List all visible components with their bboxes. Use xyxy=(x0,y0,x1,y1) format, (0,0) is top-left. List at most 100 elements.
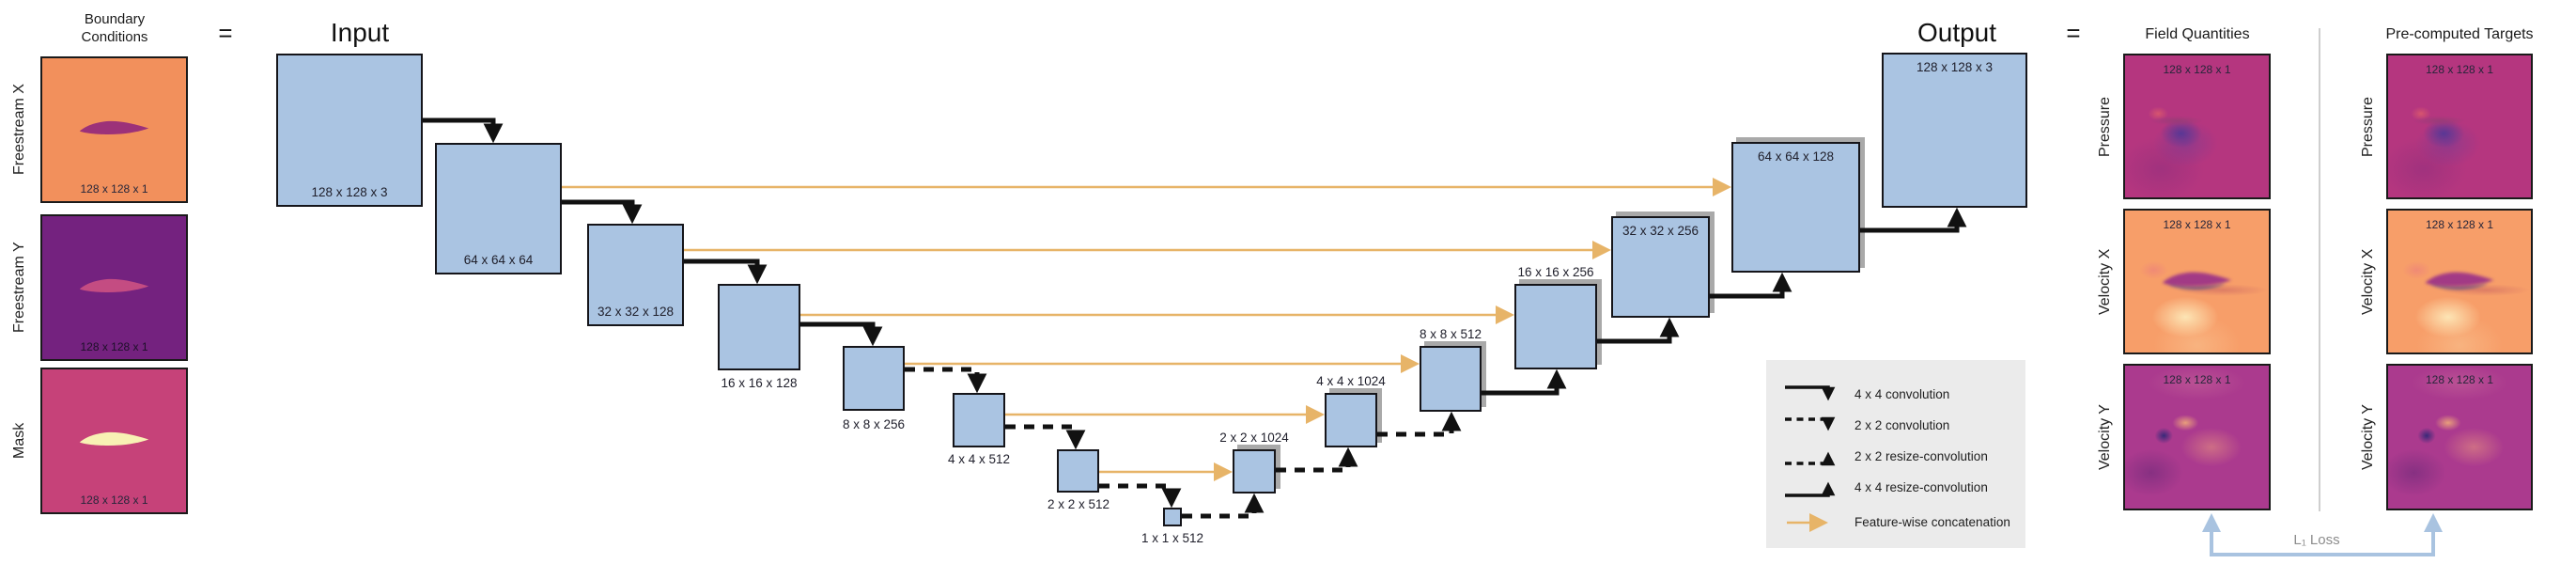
freestream-y-image: 128 x 128 x 1 xyxy=(40,214,188,361)
input-title: Input xyxy=(330,18,390,47)
velocity-y-dims: 128 x 128 x 1 xyxy=(2163,373,2231,386)
box-dims: 1 x 1 x 512 xyxy=(1141,531,1204,545)
box-dims: 64 x 64 x 128 xyxy=(1757,149,1835,164)
velocity-x-dims: 128 x 128 x 1 xyxy=(2163,218,2231,231)
encoder-box-2 xyxy=(1057,449,1099,493)
resize-arrow-32-64 xyxy=(1710,272,1792,299)
equals-sign-right: = xyxy=(2066,19,2081,47)
field-quantities-title: Field Quantities xyxy=(2145,26,2250,42)
legend-item-concat: Feature-wise concatenation xyxy=(1766,507,2025,538)
freestream-x-image: 128 x 128 x 1 xyxy=(40,56,188,203)
dashed-up-arrow-icon xyxy=(1785,451,1836,465)
box-dims: 4 x 4 x 512 xyxy=(947,452,1011,466)
decoder-box-32: 32 x 32 x 256 xyxy=(1611,216,1710,318)
resize-arrow-4-8 xyxy=(1377,411,1462,437)
decoder-box-16 xyxy=(1514,284,1597,369)
freestream-y-dims: 128 x 128 x 1 xyxy=(80,340,148,353)
box-dims: 16 x 16 x 256 xyxy=(1517,265,1594,279)
decoder-box-8 xyxy=(1420,346,1482,412)
encoder-box-4 xyxy=(953,393,1005,447)
encoder-box-1 xyxy=(1163,508,1182,526)
freestream-x-dims: 128 x 128 x 1 xyxy=(80,182,148,196)
unet-output-box: 128 x 128 x 3 xyxy=(1882,53,2027,208)
resize-arrow-1-2 xyxy=(1182,493,1265,519)
velocity-x-target-image: 128 x 128 x 1 xyxy=(2386,209,2533,354)
encoder-box-16 xyxy=(718,284,800,370)
box-dims: 2 x 2 x 1024 xyxy=(1219,431,1289,445)
boundary-conditions-title: Boundary Conditions xyxy=(81,11,148,45)
conv-arrow-input-64 xyxy=(423,118,504,144)
conv-arrow-64-32 xyxy=(562,199,643,225)
velocity-x-field-image: 128 x 128 x 1 xyxy=(2123,209,2271,354)
box-dims: 4 x 4 x 1024 xyxy=(1316,374,1386,388)
box-dims: 64 x 64 x 64 xyxy=(463,253,534,267)
airfoil-silhouette-icon xyxy=(2162,272,2232,290)
legend-label: 4 x 4 convolution xyxy=(1854,387,1950,401)
legend-label: 2 x 2 resize-convolution xyxy=(1854,449,1988,463)
decoder-box-4 xyxy=(1325,393,1377,447)
unet-input-box: 128 x 128 x 3 xyxy=(276,54,423,207)
mask-image: 128 x 128 x 1 xyxy=(40,368,188,514)
output-title: Output xyxy=(1916,18,1997,47)
mask-label: Mask xyxy=(11,422,27,460)
velocity-y-target-dims: 128 x 128 x 1 xyxy=(2425,373,2494,386)
encoder-box-8 xyxy=(843,346,905,411)
pressure-target-label: Pressure xyxy=(2360,96,2376,157)
box-dims: 16 x 16 x 128 xyxy=(721,376,798,390)
freestream-y-label: Freestream Y xyxy=(11,242,27,334)
legend-item-rconv22: 2 x 2 resize-convolution xyxy=(1766,441,2025,472)
dashed-down-arrow-icon xyxy=(1785,416,1836,431)
airfoil-silhouette-icon xyxy=(2425,272,2494,290)
conv-arrow-8-4 xyxy=(905,367,987,394)
resize-arrow-16-32 xyxy=(1597,317,1680,344)
box-dims: 128 x 128 x 3 xyxy=(311,185,388,199)
pressure-label: Pressure xyxy=(2097,96,2113,157)
legend-item-rconv44: 4 x 4 resize-convolution xyxy=(1766,472,2025,503)
pressure-target-image: 128 x 128 x 1 xyxy=(2386,54,2533,199)
box-dims: 32 x 32 x 128 xyxy=(597,305,675,319)
velocity-x-target-dims: 128 x 128 x 1 xyxy=(2425,218,2494,231)
velocity-y-field-image: 128 x 128 x 1 xyxy=(2123,364,2271,510)
column-divider xyxy=(2319,28,2320,511)
orange-right-arrow-icon xyxy=(1787,512,1828,532)
legend-item-conv44: 4 x 4 convolution xyxy=(1766,379,2025,410)
decoder-box-64: 64 x 64 x 128 xyxy=(1731,142,1860,273)
mask-dims: 128 x 128 x 1 xyxy=(80,494,148,507)
box-dims: 128 x 128 x 3 xyxy=(1916,60,1994,74)
box-dims: 2 x 2 x 512 xyxy=(1047,497,1110,511)
l1-loss-label: L₁ Loss xyxy=(2293,532,2340,548)
encoder-box-64: 64 x 64 x 64 xyxy=(435,143,562,274)
airfoil-silhouette-icon xyxy=(79,431,149,446)
box-dims: 32 x 32 x 256 xyxy=(1622,224,1699,238)
legend-label: Feature-wise concatenation xyxy=(1854,515,2010,529)
solid-up-arrow-icon xyxy=(1785,481,1836,497)
equals-sign-left: = xyxy=(218,19,233,47)
velocity-y-label: Velocity Y xyxy=(2097,404,2113,470)
pre-computed-targets-title: Pre-computed Targets xyxy=(2385,26,2534,42)
box-dims: 8 x 8 x 256 xyxy=(842,417,906,431)
conv-arrow-4-2 xyxy=(1005,424,1086,450)
conv-arrow-16-8 xyxy=(800,321,883,347)
pressure-field-image: 128 x 128 x 1 xyxy=(2123,54,2271,199)
decoder-box-2 xyxy=(1233,449,1276,494)
velocity-x-target-label: Velocity X xyxy=(2360,248,2376,315)
velocity-x-label: Velocity X xyxy=(2097,248,2113,315)
velocity-y-target-label: Velocity Y xyxy=(2360,404,2376,470)
airfoil-silhouette-icon xyxy=(79,120,149,135)
legend-label: 2 x 2 convolution xyxy=(1854,418,1950,432)
solid-down-arrow-icon xyxy=(1785,384,1836,400)
legend: 4 x 4 convolution 2 x 2 convolution 2 x … xyxy=(1766,360,2025,548)
conv-arrow-32-16 xyxy=(684,258,768,285)
resize-arrow-8-16 xyxy=(1482,368,1567,396)
resize-arrow-2-4 xyxy=(1276,446,1358,473)
encoder-box-32: 32 x 32 x 128 xyxy=(587,224,684,326)
airfoil-silhouette-icon xyxy=(79,278,149,293)
pressure-target-dims: 128 x 128 x 1 xyxy=(2425,63,2494,76)
box-dims: 8 x 8 x 512 xyxy=(1419,327,1482,341)
pressure-dims: 128 x 128 x 1 xyxy=(2163,63,2231,76)
freestream-x-label: Freestream X xyxy=(11,84,27,176)
velocity-y-target-image: 128 x 128 x 1 xyxy=(2386,364,2533,510)
legend-item-conv22: 2 x 2 convolution xyxy=(1766,410,2025,441)
resize-arrow-64-output xyxy=(1860,207,1967,233)
